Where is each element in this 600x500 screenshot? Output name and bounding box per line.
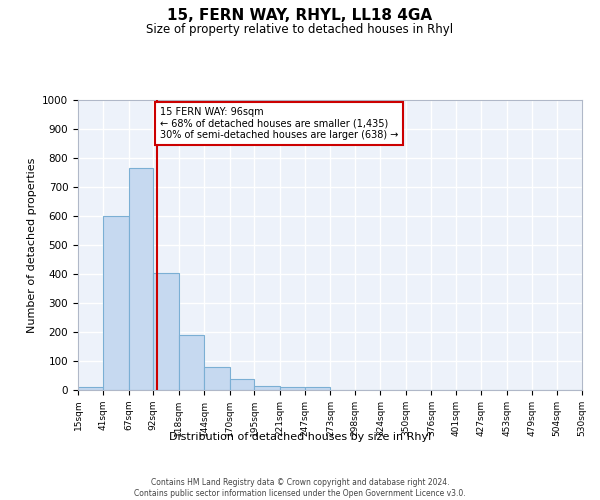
Bar bbox=[204, 368, 230, 390]
Bar bbox=[129, 168, 154, 390]
Text: 15 FERN WAY: 96sqm
← 68% of detached houses are smaller (1,435)
30% of semi-deta: 15 FERN WAY: 96sqm ← 68% of detached hou… bbox=[160, 108, 398, 140]
Text: Contains HM Land Registry data © Crown copyright and database right 2024.
Contai: Contains HM Land Registry data © Crown c… bbox=[134, 478, 466, 498]
Bar bbox=[230, 379, 254, 390]
Bar bbox=[179, 336, 204, 390]
Text: Distribution of detached houses by size in Rhyl: Distribution of detached houses by size … bbox=[169, 432, 431, 442]
Bar bbox=[305, 387, 331, 390]
Bar bbox=[254, 386, 280, 390]
Bar bbox=[280, 387, 305, 390]
Bar bbox=[103, 216, 129, 390]
Bar bbox=[154, 272, 179, 390]
Text: Size of property relative to detached houses in Rhyl: Size of property relative to detached ho… bbox=[146, 22, 454, 36]
Y-axis label: Number of detached properties: Number of detached properties bbox=[26, 158, 37, 332]
Bar bbox=[78, 387, 103, 390]
Text: 15, FERN WAY, RHYL, LL18 4GA: 15, FERN WAY, RHYL, LL18 4GA bbox=[167, 8, 433, 22]
